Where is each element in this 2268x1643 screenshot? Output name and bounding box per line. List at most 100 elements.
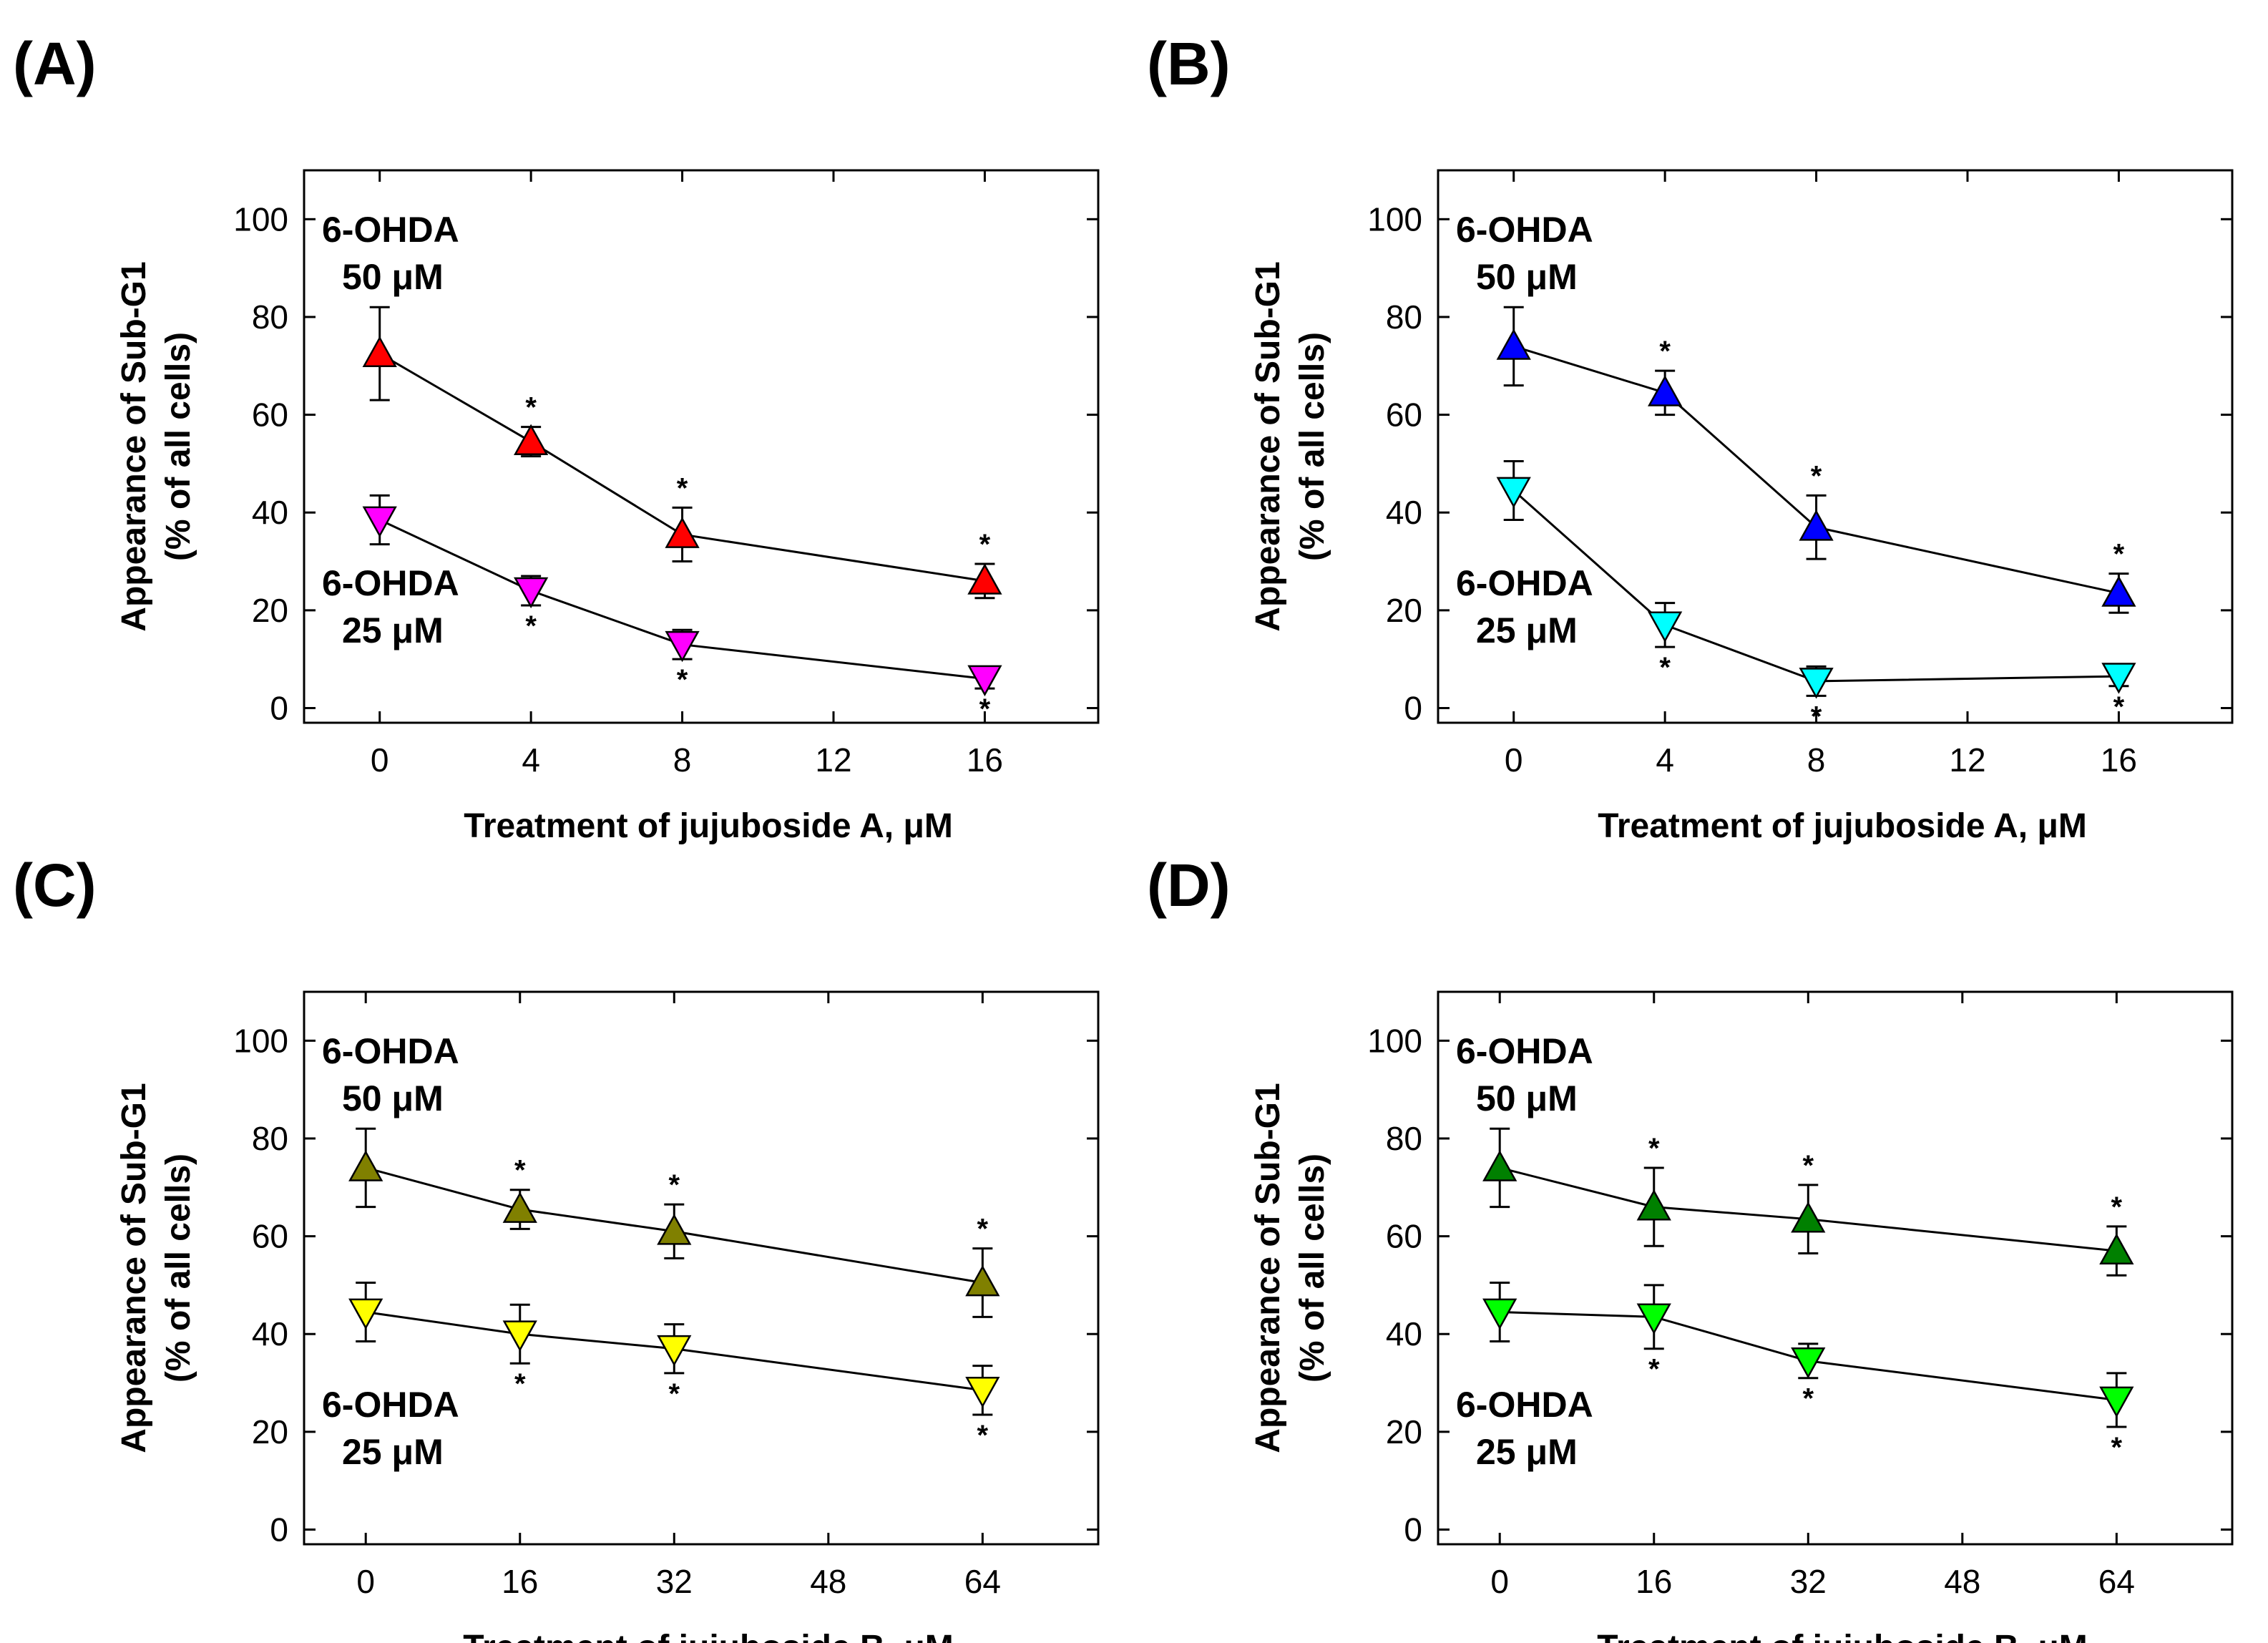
significance-star: * bbox=[2111, 1432, 2123, 1463]
annotation-top-line2: 50 μM bbox=[1476, 257, 1578, 297]
x-axis-title: Treatment of jujuboside A, μM bbox=[464, 807, 953, 845]
data-point bbox=[657, 1335, 692, 1367]
significance-star: * bbox=[2111, 1191, 2123, 1223]
x-axis-title: Treatment of jujuboside B, μM bbox=[1597, 1629, 2087, 1643]
data-point bbox=[1648, 375, 1683, 406]
data-point bbox=[1791, 1347, 1826, 1379]
annotation-top-line1: 6-OHDA bbox=[1456, 1031, 1593, 1071]
annotation-top-line2: 50 μM bbox=[342, 257, 444, 297]
annotation-top-line1: 6-OHDA bbox=[1456, 210, 1593, 250]
data-point bbox=[1496, 328, 1531, 360]
data-point bbox=[348, 1298, 383, 1330]
y-tick-label: 80 bbox=[252, 1120, 288, 1157]
y-tick-label: 60 bbox=[252, 1218, 288, 1255]
significance-star: * bbox=[514, 1368, 526, 1400]
significance-star: * bbox=[1659, 652, 1671, 683]
panel-b: (B) 0 20 40 60 80 100 0 4 8 12 16 Treatment of jujub… bbox=[1134, 0, 2268, 845]
series-line bbox=[1500, 1310, 2117, 1401]
data-point bbox=[362, 336, 397, 368]
y-axis-title-line2: (% of all cells) bbox=[160, 332, 197, 561]
x-tick-label: 0 bbox=[371, 741, 389, 779]
data-point bbox=[514, 424, 549, 456]
significance-star: * bbox=[668, 1169, 680, 1201]
significance-star: * bbox=[979, 529, 991, 560]
y-tick-label: 60 bbox=[1386, 396, 1422, 434]
y-tick-label: 80 bbox=[252, 298, 288, 336]
x-tick-label: 8 bbox=[1807, 741, 1826, 779]
annotation-bottom-line2: 25 μM bbox=[342, 610, 444, 650]
y-tick-label: 100 bbox=[233, 1022, 288, 1059]
series-line bbox=[378, 352, 985, 582]
y-tick-label: 100 bbox=[1367, 200, 1422, 238]
data-point bbox=[1636, 1303, 1671, 1335]
annotation-bottom-line1: 6-OHDA bbox=[322, 563, 459, 603]
x-tick-label: 32 bbox=[656, 1563, 693, 1600]
x-tick-label: 16 bbox=[2101, 741, 2137, 779]
data-point bbox=[514, 577, 549, 609]
annotation-bottom-line1: 6-OHDA bbox=[322, 1385, 459, 1425]
annotation-top-line1: 6-OHDA bbox=[322, 1031, 459, 1071]
data-point bbox=[1799, 668, 1834, 699]
x-tick-label: 0 bbox=[1490, 1563, 1509, 1600]
series-line bbox=[1499, 1166, 2117, 1252]
significance-star: * bbox=[514, 1155, 526, 1186]
data-point bbox=[965, 1264, 1000, 1297]
plot-frame bbox=[1437, 169, 2234, 724]
plot-frame bbox=[303, 169, 1100, 724]
y-axis-title-line1: Appearance of Sub-G1 bbox=[115, 261, 153, 631]
data-point bbox=[665, 517, 700, 548]
panel-d: (D) 0 20 40 60 80 100 0 16 32 48 64 Treatment of juj… bbox=[1134, 822, 2268, 1643]
y-tick-label: 40 bbox=[252, 494, 288, 531]
data-point bbox=[1791, 1201, 1826, 1233]
data-point bbox=[967, 563, 1002, 595]
data-point bbox=[2099, 1386, 2134, 1418]
y-tick-label: 0 bbox=[1404, 690, 1422, 727]
x-tick-label: 8 bbox=[673, 741, 692, 779]
significance-star: * bbox=[979, 693, 991, 725]
y-tick-label: 80 bbox=[1386, 1120, 1422, 1157]
data-point bbox=[502, 1320, 537, 1352]
y-tick-label: 20 bbox=[1386, 592, 1422, 629]
data-point bbox=[1799, 510, 1834, 541]
y-tick-label: 20 bbox=[252, 592, 288, 629]
y-tick-label: 20 bbox=[1386, 1413, 1422, 1451]
significance-star: * bbox=[677, 664, 688, 696]
series-line bbox=[1512, 489, 2119, 683]
data-point bbox=[1482, 1298, 1517, 1330]
plot-frame bbox=[303, 990, 1100, 1546]
series-line bbox=[366, 1311, 983, 1392]
significance-star: * bbox=[977, 1420, 989, 1451]
significance-star: * bbox=[525, 392, 537, 424]
y-tick-label: 60 bbox=[1386, 1218, 1422, 1255]
data-point bbox=[2101, 575, 2136, 607]
x-tick-label: 0 bbox=[356, 1563, 375, 1600]
significance-star: * bbox=[2113, 691, 2125, 723]
data-point bbox=[967, 665, 1002, 697]
annotation-top-line1: 6-OHDA bbox=[322, 210, 459, 250]
data-point bbox=[2099, 1233, 2134, 1264]
data-point bbox=[1636, 1189, 1671, 1221]
series-line bbox=[365, 1166, 983, 1284]
significance-star: * bbox=[1802, 1383, 1814, 1415]
panel-a: (A) 0 20 40 60 80 100 0 4 8 12 16 Treatment of jujub… bbox=[0, 0, 1134, 845]
x-tick-label: 4 bbox=[522, 741, 540, 779]
annotation-top-line2: 50 μM bbox=[1476, 1078, 1578, 1118]
x-tick-label: 16 bbox=[967, 741, 1003, 779]
x-tick-label: 16 bbox=[1636, 1563, 1672, 1600]
panel-c: (C) 0 20 40 60 80 100 0 16 32 48 64 Treatment of juj… bbox=[0, 822, 1134, 1643]
significance-star: * bbox=[525, 610, 537, 642]
x-tick-label: 48 bbox=[1944, 1563, 1980, 1600]
significance-star: * bbox=[977, 1214, 989, 1245]
x-axis-title: Treatment of jujuboside A, μM bbox=[1598, 807, 2087, 845]
significance-star: * bbox=[677, 472, 688, 504]
y-tick-label: 0 bbox=[270, 1511, 288, 1549]
panel-label: (C) bbox=[13, 852, 97, 919]
x-tick-label: 12 bbox=[815, 741, 851, 779]
data-point bbox=[965, 1376, 1000, 1408]
y-tick-label: 80 bbox=[1386, 298, 1422, 336]
y-tick-label: 40 bbox=[1386, 494, 1422, 531]
annotation-bottom-line2: 25 μM bbox=[1476, 1432, 1578, 1472]
chart-svg: (B) 0 20 40 60 80 100 0 4 8 12 16 Treatment of jujub… bbox=[1147, 30, 2234, 845]
x-axis-title: Treatment of jujuboside B, μM bbox=[463, 1629, 953, 1643]
data-point bbox=[502, 1191, 537, 1223]
